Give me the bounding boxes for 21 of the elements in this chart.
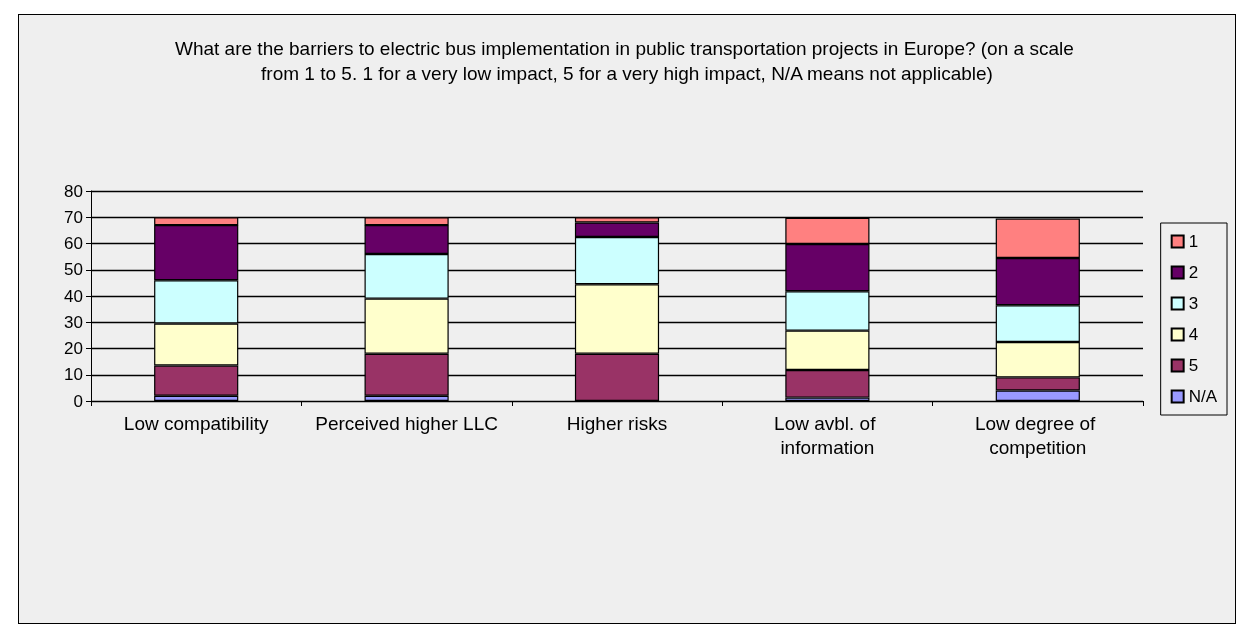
x-tick-label: Perceived higher LLC [315, 412, 498, 434]
x-tick-label: Higher risks [566, 412, 668, 434]
y-tick-label: 60 [64, 234, 83, 253]
x-tick-label: Low degree of competition [974, 412, 1101, 458]
legend-label: 4 [1188, 325, 1199, 344]
y-tick-label: 50 [64, 260, 83, 280]
y-tick-label: 40 [64, 286, 83, 306]
chart-title: What are the barriers to electric bus implementation in public transportation projects in Europe? (on a scale from 1 to 5. 1 for a very low impact, 5 for a very high impact, N/A means not applicable) [174, 38, 1080, 84]
legend-label: 5 [1188, 356, 1199, 375]
legend-label: N/A [1188, 387, 1218, 406]
x-tick-label: Low compatibility [123, 412, 270, 434]
y-tick-label: 20 [64, 339, 83, 358]
y-tick-label: 80 [64, 181, 83, 201]
x-tick-label: Low avbl. of information [774, 412, 881, 458]
y-tick-label: 10 [64, 365, 83, 385]
legend-label: 3 [1188, 294, 1199, 313]
y-tick-label: 0 [73, 391, 83, 411]
legend-label: 1 [1188, 232, 1199, 251]
y-tick-label: 30 [64, 312, 83, 332]
legend-label: 2 [1188, 263, 1199, 282]
y-tick-label: 70 [64, 207, 83, 227]
